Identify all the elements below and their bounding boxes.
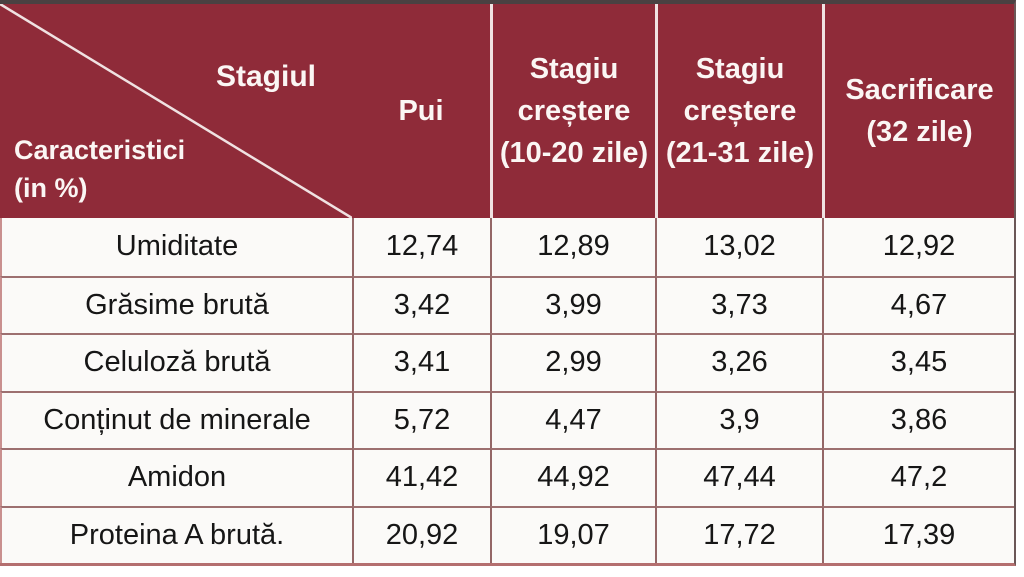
value-cell: 12,74: [352, 218, 490, 276]
value-cell: 41,42: [352, 448, 490, 506]
value-cell: 3,41: [352, 333, 490, 391]
row-label: Grăsime brută: [0, 275, 352, 333]
value-cell: 12,92: [822, 218, 1014, 276]
value-cell: 4,67: [822, 275, 1014, 333]
row-label: Conținut de minerale: [0, 390, 352, 448]
row-label: Umiditate: [0, 218, 352, 276]
value-cell: 19,07: [490, 505, 655, 563]
row-label: Amidon: [0, 448, 352, 506]
column-header-pui: Pui: [352, 4, 490, 218]
value-cell: 3,86: [822, 390, 1014, 448]
value-cell: 4,47: [490, 390, 655, 448]
value-cell: 3,99: [490, 275, 655, 333]
value-cell: 3,45: [822, 333, 1014, 391]
value-cell: 20,92: [352, 505, 490, 563]
value-cell: 44,92: [490, 448, 655, 506]
corner-label-caracteristici-line2: (in %): [14, 173, 88, 204]
value-cell: 17,39: [822, 505, 1014, 563]
value-cell: 3,42: [352, 275, 490, 333]
value-cell: 5,72: [352, 390, 490, 448]
value-cell: 3,26: [655, 333, 822, 391]
corner-header-cell: Stagiul Caracteristici (in %): [0, 4, 352, 218]
value-cell: 2,99: [490, 333, 655, 391]
value-cell: 47,44: [655, 448, 822, 506]
characteristics-table: Stagiul Caracteristici (in %) Pui Stagiu…: [0, 0, 1016, 566]
column-header-stagiu-crestere-10-20: Stagiu creștere (10-20 zile): [490, 4, 655, 218]
diagonal-divider-line: [0, 4, 352, 218]
value-cell: 12,89: [490, 218, 655, 276]
corner-label-caracteristici-line1: Caracteristici: [14, 135, 186, 166]
row-label: Celuloză brută: [0, 333, 352, 391]
column-header-sacrificare: Sacrificare (32 zile): [822, 4, 1014, 218]
corner-label-caracteristici: Caracteristici (in %): [14, 132, 185, 208]
column-header-stagiu-crestere-21-31: Stagiu creștere (21-31 zile): [655, 4, 822, 218]
value-cell: 17,72: [655, 505, 822, 563]
value-cell: 13,02: [655, 218, 822, 276]
value-cell: 3,9: [655, 390, 822, 448]
corner-label-stagiul: Stagiul: [215, 60, 316, 93]
row-label: Proteina A brută.: [0, 505, 352, 563]
value-cell: 3,73: [655, 275, 822, 333]
value-cell: 47,2: [822, 448, 1014, 506]
